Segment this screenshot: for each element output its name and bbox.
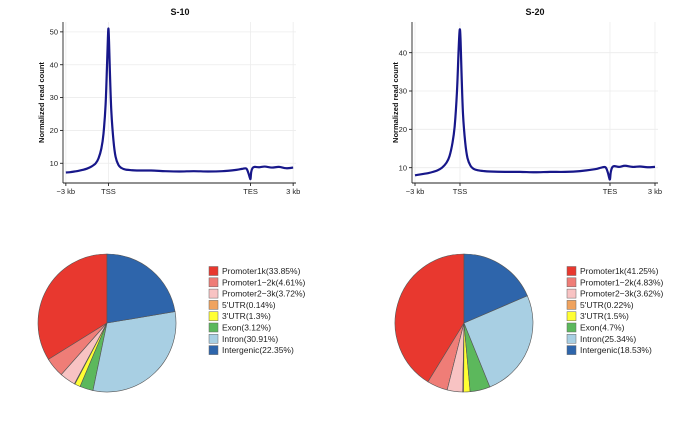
chart-title: S-10 (170, 7, 189, 17)
y-tick-label: 40 (50, 60, 58, 69)
y-tick-label: 20 (399, 125, 407, 134)
legend-swatch (208, 345, 219, 355)
profile-panel-1: 10 20 30 40 50 −3 kb TSS TES 3 kb S-10 Normalized … (37, 7, 300, 196)
legend-label: 5'UTR(0.14%) (222, 300, 276, 310)
legend-label: Promoter1k(41.25%) (580, 266, 659, 276)
y-tick-label: 50 (50, 27, 58, 36)
pie-slice (463, 295, 534, 388)
legend: Promoter1k(33.85%)Promoter1−2k(4.61%) Pro… (208, 266, 306, 355)
legend-swatch (566, 288, 577, 299)
legend-swatch (208, 266, 219, 276)
y-axis-label: Normalized read count (37, 62, 46, 143)
legend-swatch (566, 277, 577, 288)
y-tick-label: 10 (399, 163, 407, 172)
legend: Promoter1k(41.25%)Promoter1−2k(4.83%) Pro… (566, 266, 664, 355)
y-tick-label: 30 (399, 87, 407, 96)
legend-label: 3'UTR(1.5%) (580, 311, 629, 321)
plot-area (412, 22, 658, 183)
chart-root: 10 20 30 40 50 −3 kb TSS TES 3 kb S-10 Normalized … (37, 7, 664, 393)
legend-swatch (566, 334, 577, 344)
legend-label: 3'UTR(1.3%) (222, 311, 271, 321)
x-tick-label: TES (603, 187, 618, 196)
y-tick-label: 30 (50, 93, 58, 102)
legend-label: 5'UTR(0.22%) (580, 300, 634, 310)
legend-label: Exon(3.12%) (222, 323, 271, 333)
legend-label: Intron(30.91%) (222, 334, 278, 344)
legend-label: Intergenic(18.53%) (580, 345, 652, 355)
chart-title: S-20 (525, 7, 544, 17)
x-tick-label: −3 kb (57, 187, 76, 196)
x-tick-label: TSS (453, 187, 468, 196)
x-tick-label: 3 kb (286, 187, 300, 196)
y-tick-label: 40 (399, 48, 407, 57)
legend-label: Intergenic(22.35%) (222, 345, 294, 355)
series-line (414, 28, 656, 181)
x-tick-label: 3 kb (648, 187, 662, 196)
legend-swatch (208, 334, 219, 344)
pie-slice (92, 311, 177, 393)
legend-swatch (566, 300, 577, 310)
legend-swatch (208, 300, 219, 310)
pie-slice (37, 253, 108, 360)
pie-slice (394, 253, 465, 383)
pie-slice (463, 253, 528, 324)
x-tick-label: −3 kb (406, 187, 425, 196)
pie-chart-1: Promoter1k(33.85%)Promoter1−2k(4.61%) Pro… (37, 253, 306, 393)
legend-label: Promoter1k(33.85%) (222, 266, 301, 276)
y-tick-label: 20 (50, 126, 58, 135)
legend-swatch (208, 311, 219, 321)
legend-swatch (566, 311, 577, 321)
legend-label: Promoter2−3k(3.72%) (222, 289, 306, 299)
legend-label: Intron(25.34%) (580, 334, 636, 344)
legend-label: Exon(4.7%) (580, 323, 625, 333)
plot-area (63, 22, 296, 183)
x-tick-label: TES (243, 187, 258, 196)
legend-swatch (566, 345, 577, 355)
series-line (65, 27, 294, 181)
legend-label: Promoter1−2k(4.83%) (580, 277, 664, 287)
x-tick-label: TSS (101, 187, 116, 196)
pie-slice (106, 253, 176, 324)
legend-swatch (208, 277, 219, 288)
y-tick-label: 10 (50, 159, 58, 168)
legend-swatch (208, 288, 219, 299)
legend-swatch (208, 322, 219, 333)
y-axis-label: Normalized read count (391, 62, 400, 143)
legend-swatch (566, 322, 577, 333)
legend-label: Promoter1−2k(4.61%) (222, 277, 306, 287)
legend-swatch (566, 266, 577, 276)
legend-label: Promoter2−3k(3.62%) (580, 289, 664, 299)
profile-panel-2: 10 20 30 40 −3 kb TSS TES 3 kb S-20 Normalized re… (391, 7, 662, 196)
pie-chart-2: Promoter1k(41.25%)Promoter1−2k(4.83%) Pro… (394, 253, 664, 393)
